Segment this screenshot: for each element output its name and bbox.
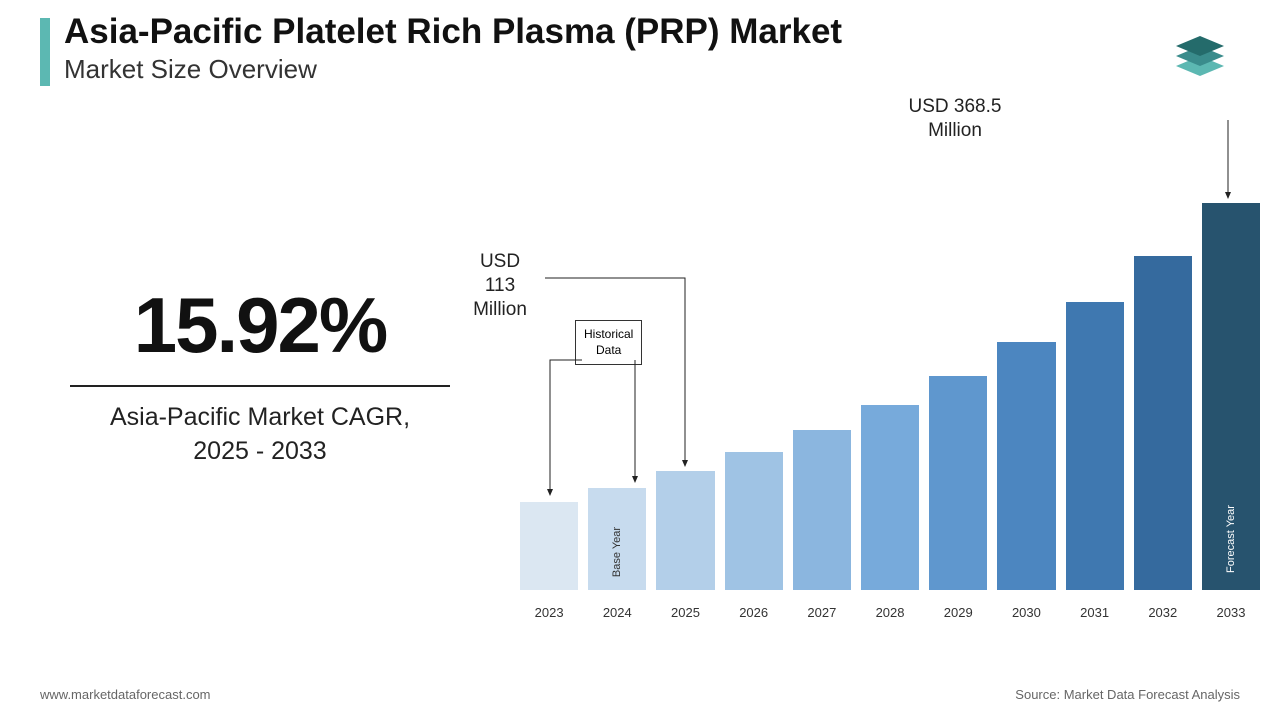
bar-wrap: [1134, 256, 1192, 590]
callout-end-l1: USD 368.5: [909, 96, 1002, 117]
bar-2025: [656, 471, 714, 590]
cagr-block: 15.92% Asia-Pacific Market CAGR, 2025 - …: [60, 280, 460, 469]
callout-start: USD 113 Million: [455, 250, 545, 321]
bar-2026: [725, 452, 783, 590]
callout-start-l2: 113: [485, 275, 515, 296]
x-label: 2028: [861, 605, 919, 620]
page-title: Asia-Pacific Platelet Rich Plasma (PRP) …: [64, 12, 842, 52]
bar-2031: [1066, 302, 1124, 590]
bar-wrap: [929, 376, 987, 590]
callout-end: USD 368.5 Million: [890, 95, 1020, 143]
bar-wrap: [861, 405, 919, 590]
x-label: 2026: [725, 605, 783, 620]
x-label: 2033: [1202, 605, 1260, 620]
bar-2030: [997, 342, 1055, 590]
cagr-divider: [70, 385, 450, 387]
bar-wrap: [656, 471, 714, 590]
bar-2029: [929, 376, 987, 590]
historical-data-box: Historical Data: [575, 320, 642, 365]
title-block: Asia-Pacific Platelet Rich Plasma (PRP) …: [64, 12, 842, 85]
footer-right: Source: Market Data Forecast Analysis: [1015, 687, 1240, 702]
bar-2023: [520, 502, 578, 590]
bar-2024: Base Year: [588, 488, 646, 590]
forecast-year-label: Forecast Year: [1225, 505, 1237, 573]
cagr-label: Asia-Pacific Market CAGR, 2025 - 2033: [60, 401, 460, 469]
x-label: 2032: [1134, 605, 1192, 620]
x-label: 2024: [588, 605, 646, 620]
callout-end-l2: Million: [928, 120, 982, 141]
cagr-label-line2: 2025 - 2033: [193, 437, 326, 465]
historical-data-l2: Data: [596, 343, 621, 357]
bar-wrap: [725, 452, 783, 590]
x-label: 2027: [793, 605, 851, 620]
bar-2028: [861, 405, 919, 590]
x-label: 2025: [656, 605, 714, 620]
bar-wrap: Forecast Year: [1202, 203, 1260, 590]
callout-start-l1: USD: [480, 251, 520, 272]
bar-wrap: Base Year: [588, 488, 646, 590]
bar-wrap: [793, 430, 851, 590]
logo-stacked-layers-icon: [1170, 30, 1230, 89]
bar-2033: Forecast Year: [1202, 203, 1260, 590]
x-label: 2030: [997, 605, 1055, 620]
bar-wrap: [1066, 302, 1124, 590]
bar-chart: Base YearForecast Year 20232024202520262…: [520, 120, 1260, 640]
bar-2027: [793, 430, 851, 590]
x-axis-labels: 2023 2024 2025 2026 2027 2028 2029 2030 2031 2032…: [520, 605, 1260, 620]
accent-bar: [40, 18, 50, 86]
bars-container: Base Year Forecast Year: [520, 170, 1260, 590]
x-label: 2031: [1066, 605, 1124, 620]
bar-wrap: [520, 502, 578, 590]
base-year-label: Base Year: [611, 527, 623, 577]
bar-wrap: [997, 342, 1055, 590]
callout-start-l3: Million: [473, 299, 527, 320]
cagr-value: 15.92%: [60, 280, 460, 371]
bar-2032: [1134, 256, 1192, 590]
historical-data-l1: Historical: [584, 327, 633, 341]
cagr-label-line1: Asia-Pacific Market CAGR,: [110, 403, 410, 431]
x-label: 2023: [520, 605, 578, 620]
footer-left: www.marketdataforecast.com: [40, 687, 211, 702]
page-subtitle: Market Size Overview: [64, 54, 842, 85]
x-label: 2029: [929, 605, 987, 620]
